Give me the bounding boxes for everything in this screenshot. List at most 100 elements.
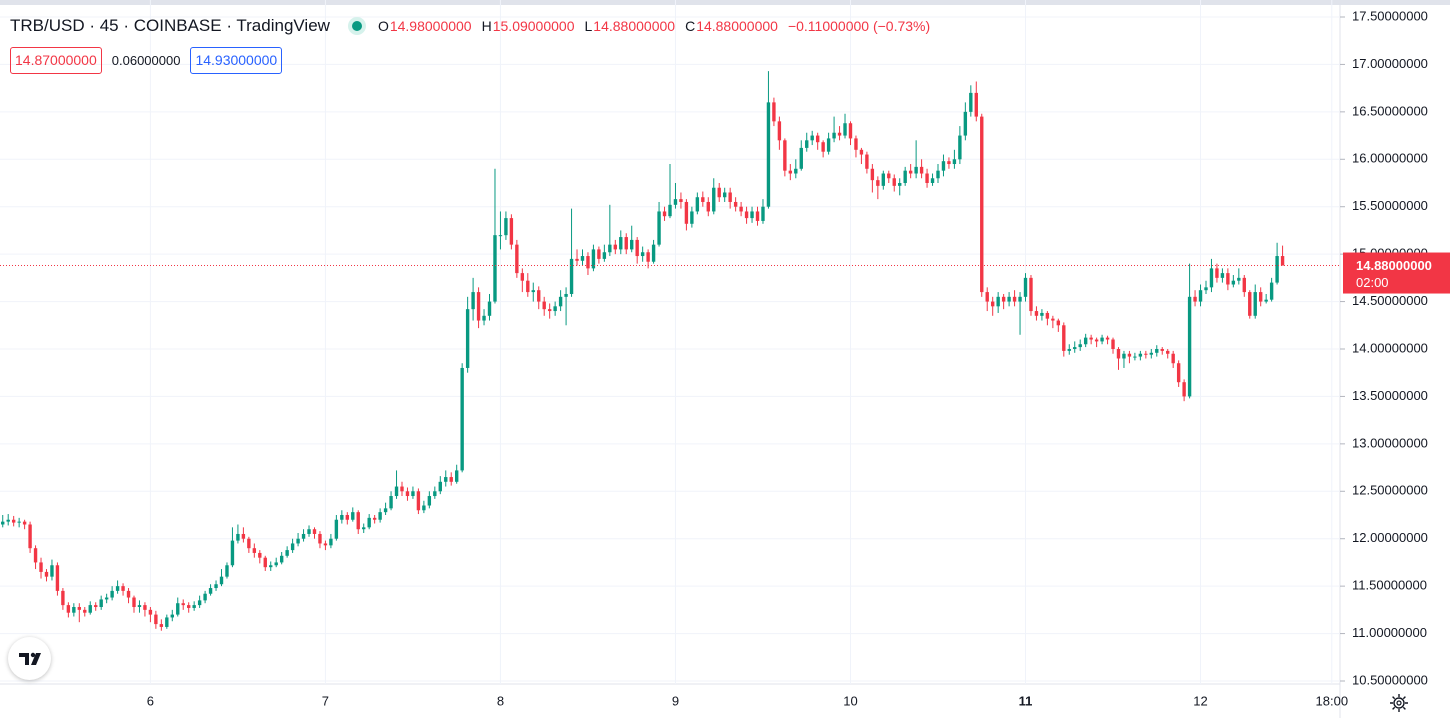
candle-body [799, 147, 803, 169]
candle-body [1248, 292, 1252, 316]
candle-body [88, 605, 92, 613]
candle-body [1127, 353, 1132, 357]
candle-body [1062, 325, 1066, 351]
candle-body [1, 521, 5, 525]
candle-body [493, 235, 497, 302]
candle-body [1198, 290, 1203, 302]
readout-key: O [377, 18, 389, 34]
candle-body [952, 159, 957, 165]
candle-body [1116, 349, 1121, 359]
candle-body [186, 605, 191, 608]
readout-key: H [481, 18, 492, 34]
candle-body [509, 218, 514, 245]
candle-body [44, 571, 49, 577]
x-tick-label: 7 [322, 693, 329, 708]
sell-button[interactable]: 14.87000000 [10, 47, 102, 74]
candle-body [733, 201, 738, 207]
candle-body [613, 244, 618, 250]
candle-body [810, 135, 814, 141]
candle-body [1111, 339, 1115, 349]
candle-body [673, 199, 678, 205]
candle-body [1264, 299, 1268, 302]
candle-body [564, 293, 568, 297]
tradingview-logo[interactable] [8, 637, 51, 680]
price-change: −0.11000000 (−0.73%) [787, 18, 931, 34]
candle-body [591, 249, 596, 269]
candle-body [843, 123, 847, 136]
y-tick-label: 17.00000000 [1352, 56, 1428, 71]
candle-body [422, 505, 426, 511]
candle-body [805, 140, 809, 148]
candle-body [225, 565, 229, 577]
candle-body [602, 252, 607, 259]
candle-body [143, 605, 147, 610]
y-tick-label: 16.00000000 [1352, 151, 1428, 166]
candle-body [17, 521, 21, 523]
candle-body [498, 235, 503, 237]
candle-body [77, 607, 82, 610]
candle-body [356, 512, 360, 530]
candle-body [870, 168, 875, 181]
candle-body [1166, 350, 1170, 354]
y-tick-label: 13.00000000 [1352, 435, 1428, 450]
candle-body [1275, 256, 1279, 283]
y-tick-label: 15.50000000 [1352, 198, 1428, 213]
candle-body [619, 237, 623, 250]
candle-body [1105, 337, 1110, 340]
candle-body [72, 607, 76, 613]
candle-body [744, 211, 749, 219]
candle-body [1034, 311, 1039, 316]
candle-body [930, 178, 935, 183]
candle-body [1242, 277, 1246, 293]
candle-body [914, 166, 918, 174]
candle-body [126, 590, 131, 598]
candle-body [389, 496, 393, 509]
candle-body [630, 239, 634, 250]
candle-body [301, 533, 306, 539]
candle-body [657, 211, 661, 245]
candle-body [717, 187, 721, 198]
candle-body [61, 590, 65, 606]
y-tick-label: 11.50000000 [1352, 578, 1427, 593]
y-tick-label: 14.50000000 [1352, 293, 1428, 308]
candle-body [137, 605, 142, 608]
candle-body [684, 201, 689, 224]
candle-body [608, 244, 612, 253]
y-tick-label: 14.00000000 [1352, 340, 1428, 355]
candle-body [1226, 273, 1230, 285]
candle-body [640, 252, 645, 257]
candle-body [1209, 268, 1214, 288]
candle-body [750, 211, 754, 219]
x-tick-label: 11 [1019, 693, 1033, 708]
candle-body [1045, 312, 1050, 319]
candle-body [307, 529, 311, 534]
candle-body [165, 617, 169, 627]
candle-body [1067, 349, 1071, 351]
candle-body [876, 180, 880, 186]
buy-button[interactable]: 14.93000000 [190, 47, 283, 74]
candle-body [236, 533, 240, 541]
candle-body [624, 237, 628, 250]
candle-body [258, 552, 262, 558]
candle-body [755, 211, 760, 221]
x-tick-label: 9 [672, 693, 679, 708]
x-tick-label: 8 [497, 693, 504, 708]
candle-body [1094, 339, 1099, 342]
candle-body [722, 192, 727, 198]
candle-body [635, 239, 639, 257]
market-status-dot[interactable] [351, 21, 362, 31]
candle-body [405, 491, 410, 497]
candle-body [597, 249, 601, 259]
symbol-title[interactable]: TRB/USD · 45 · COINBASE · TradingView [10, 16, 330, 35]
settings-button[interactable] [1389, 693, 1409, 713]
candle-body [50, 565, 54, 577]
candle-body [777, 121, 782, 141]
candle-body [252, 548, 257, 553]
candle-body [1280, 256, 1285, 266]
candle-body [449, 477, 453, 482]
readout-value: 15.09000000 [492, 18, 575, 34]
candle-body [898, 183, 902, 186]
readout-value: 14.98000000 [389, 18, 472, 34]
candle-body [99, 599, 103, 608]
